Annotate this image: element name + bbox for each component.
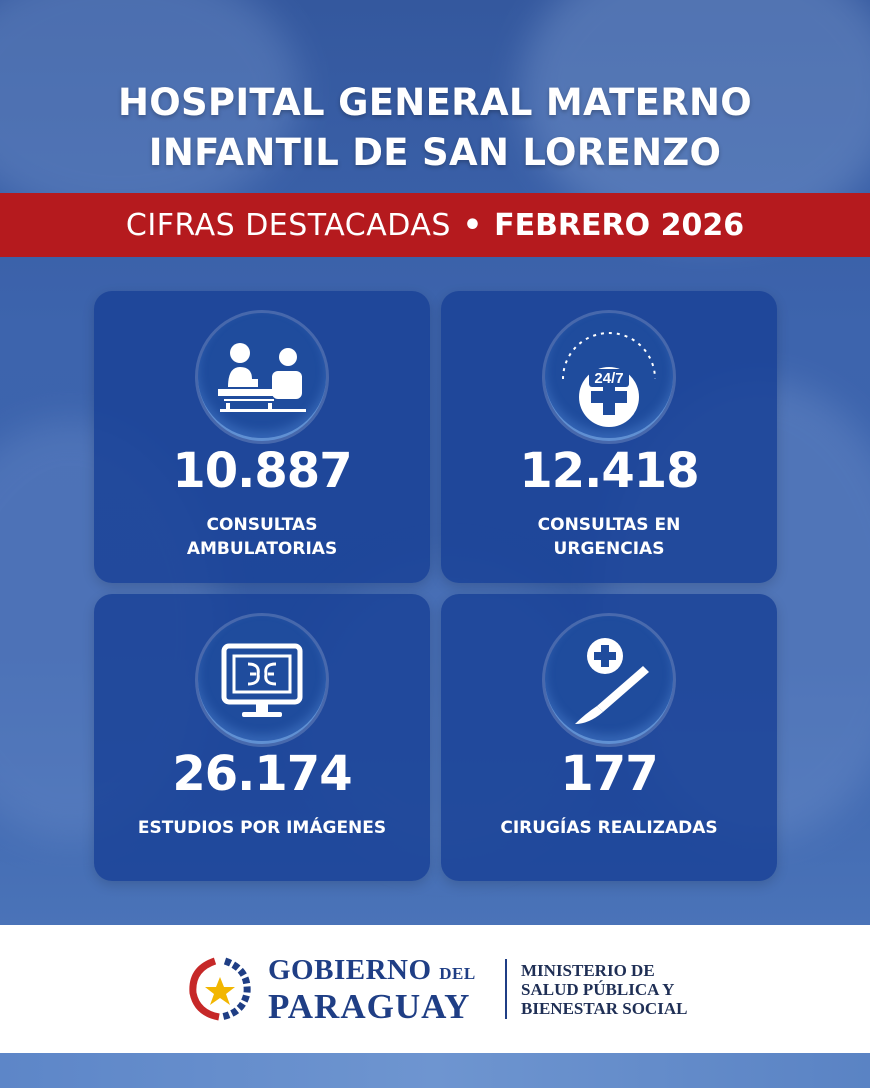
stat-card-surgery: 177 CIRUGÍAS REALIZADAS: [441, 594, 777, 881]
stat-label: CIRUGÍAS REALIZADAS: [441, 816, 777, 840]
stat-value: 12.418: [519, 443, 699, 499]
banner-separator: •: [462, 207, 483, 243]
emergency-24-7-icon: 24/7: [545, 313, 673, 441]
ministry-line-2: SALUD PÚBLICA Y: [521, 980, 675, 999]
period-banner: CIFRAS DESTACADAS • FEBRERO 2026: [0, 193, 870, 257]
banner-prefix: CIFRAS DESTACADAS: [125, 207, 451, 243]
stat-label-line-1: CONSULTAS EN: [537, 515, 681, 535]
stat-label-line-1: ESTUDIOS POR IMÁGENES: [137, 818, 387, 838]
stat-label-line-2: URGENCIAS: [553, 539, 665, 559]
footer-strip: [0, 1053, 870, 1088]
stat-value: 26.174: [172, 746, 352, 802]
stat-value: 10.887: [172, 443, 352, 499]
consultation-icon: [198, 313, 326, 441]
title-line-2: INFANTIL DE SAN LORENZO: [148, 131, 722, 174]
scalpel-icon: [545, 616, 673, 744]
banner-period: FEBRERO 2026: [494, 207, 745, 243]
footer: GOBIERNO DEL PARAGUAY MINISTERIO DE SALU…: [0, 925, 870, 1053]
ministry-name: MINISTERIO DE SALUD PÚBLICA Y BIENESTAR …: [521, 961, 687, 1018]
stat-label-line-1: CIRUGÍAS REALIZADAS: [500, 818, 718, 838]
ministry-line-3: BIENESTAR SOCIAL: [521, 999, 688, 1018]
government-wordmark: GOBIERNO DEL PARAGUAY: [268, 955, 476, 1025]
stat-label: CONSULTAS AMBULATORIAS: [94, 513, 430, 561]
imaging-monitor-icon: [198, 616, 326, 744]
stat-card-emergency: 24/7 12.418 CONSULTAS EN URGENCIAS: [441, 291, 777, 583]
government-seal-logo: [189, 957, 251, 1021]
stat-label-line-1: CONSULTAS: [206, 515, 318, 535]
stat-label: ESTUDIOS POR IMÁGENES: [94, 816, 430, 840]
stat-value: 177: [560, 746, 658, 802]
stat-label-line-2: AMBULATORIAS: [186, 539, 338, 559]
gob-line-2: PARAGUAY: [268, 987, 471, 1026]
ministry-line-1: MINISTERIO DE: [521, 961, 655, 980]
title-line-1: HOSPITAL GENERAL MATERNO: [117, 81, 753, 124]
footer-divider: [505, 959, 507, 1019]
gob-small: DEL: [439, 964, 476, 983]
gob-line-1: GOBIERNO: [268, 954, 432, 986]
stat-label: CONSULTAS EN URGENCIAS: [441, 513, 777, 561]
stat-card-outpatient: 10.887 CONSULTAS AMBULATORIAS: [94, 291, 430, 583]
page-title: HOSPITAL GENERAL MATERNO INFANTIL DE SAN…: [0, 78, 870, 178]
stat-card-imaging: 26.174 ESTUDIOS POR IMÁGENES: [94, 594, 430, 881]
icon-24-7-text: 24/7: [594, 370, 623, 387]
